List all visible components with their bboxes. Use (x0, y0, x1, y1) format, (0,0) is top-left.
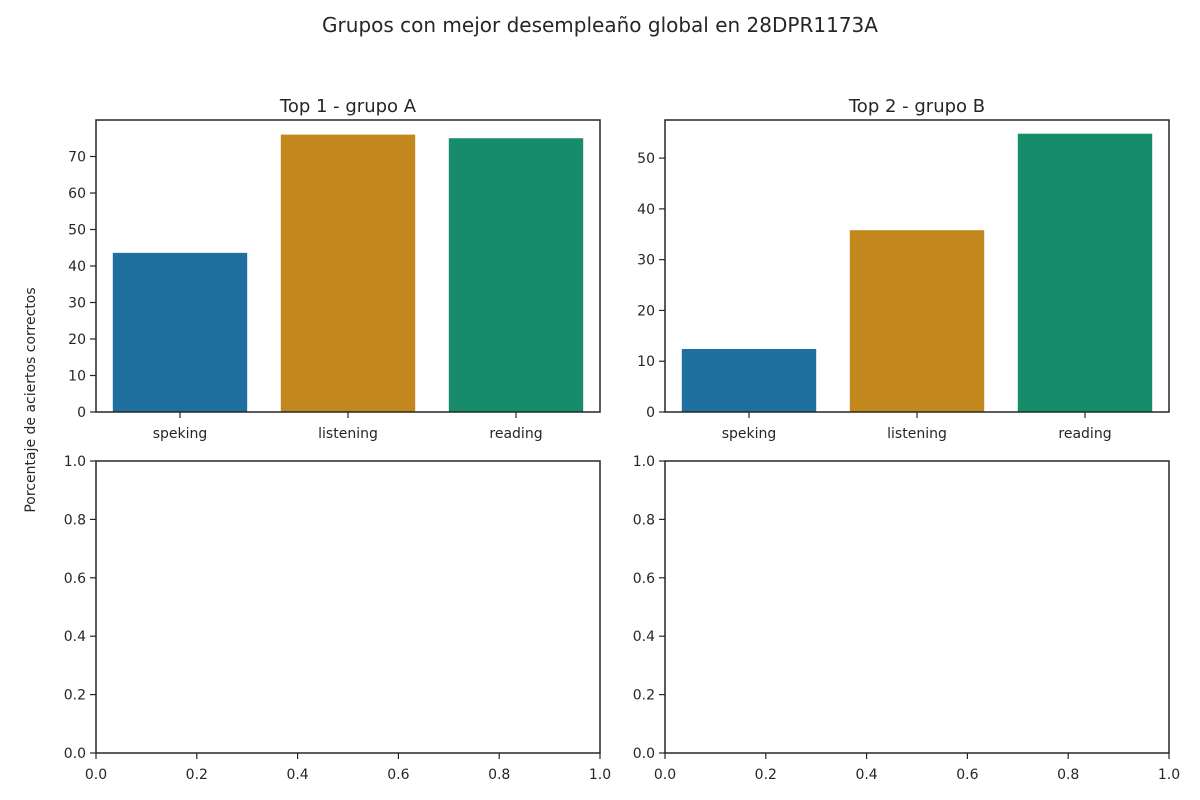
y-tick-label: 0 (77, 405, 86, 421)
panel-top-1: Top 1 - grupo A speking listening reading 0 1… (68, 96, 601, 442)
y-tick-label: 30 (637, 253, 655, 269)
x-tick-label: speking (722, 426, 777, 442)
x-tick-label: 0.6 (387, 767, 409, 783)
x-tick-label: 1.0 (1158, 767, 1180, 783)
x-tick-label: 0.6 (956, 767, 978, 783)
axes-frame (664, 119, 1170, 413)
x-tick-label: listening (887, 426, 947, 442)
y-tick-label: 50 (68, 223, 86, 239)
y-tick-label: 10 (637, 354, 655, 370)
y-tick-label: 0.0 (633, 746, 655, 762)
x-tick-label: 0.4 (286, 767, 308, 783)
bar-listening (849, 230, 985, 412)
y-tick-label: 70 (68, 150, 86, 166)
x-tick-label: 0.8 (488, 767, 510, 783)
y-tick-label: 0.6 (64, 571, 86, 587)
y-tick-label: 0.4 (64, 629, 86, 645)
bar-reading (448, 138, 584, 412)
x-tick-label: reading (489, 426, 542, 442)
y-tick-label: 1.0 (64, 454, 86, 470)
y-tick-label: 0.8 (64, 512, 86, 528)
y-tick-label: 40 (68, 259, 86, 275)
figure-suptitle: Grupos con mejor desempleaño global en 2… (322, 13, 878, 37)
x-tick-label: 0.0 (654, 767, 676, 783)
y-tick-label: 0.2 (633, 688, 655, 704)
y-tick-label: 0.2 (64, 688, 86, 704)
axes-frame (95, 119, 601, 413)
x-tick-label: reading (1058, 426, 1111, 442)
panel-empty-bottom-left: 0.0 0.2 0.4 0.6 0.8 1.0 0.0 0.2 0.4 0.6 0.8 1.0 (64, 454, 611, 783)
y-tick-label: 0.6 (633, 571, 655, 587)
bar-speking (112, 252, 248, 412)
y-tick-label: 40 (637, 202, 655, 218)
x-tick-label: 1.0 (589, 767, 611, 783)
x-tick-label: 0.2 (755, 767, 777, 783)
bar-speking (681, 349, 817, 412)
y-tick-label: 0.8 (633, 512, 655, 528)
bar-reading (1017, 133, 1153, 412)
x-tick-label: listening (318, 426, 378, 442)
axes-frame (664, 460, 1170, 754)
figure-ylabel: Porcentaje de aciertos correctos (23, 287, 39, 512)
x-tick-label: 0.8 (1057, 767, 1079, 783)
bar-listening (280, 134, 416, 412)
panel-top-2: Top 2 - grupo B speking listening reading 0 1… (637, 96, 1170, 442)
y-tick-label: 0.0 (64, 746, 86, 762)
x-tick-label: 0.0 (85, 767, 107, 783)
x-tick-label: 0.2 (186, 767, 208, 783)
x-tick-label: 0.4 (855, 767, 877, 783)
axes-frame (95, 460, 601, 754)
y-tick-label: 20 (637, 303, 655, 319)
y-tick-label: 60 (68, 186, 86, 202)
y-tick-label: 20 (68, 332, 86, 348)
y-tick-label: 0.4 (633, 629, 655, 645)
panel-title: Top 1 - grupo A (279, 96, 417, 117)
y-tick-label: 0 (646, 405, 655, 421)
panel-title: Top 2 - grupo B (848, 96, 985, 117)
panel-empty-bottom-right: 0.0 0.2 0.4 0.6 0.8 1.0 0.0 0.2 0.4 0.6 0.8 1.0 (633, 454, 1180, 783)
y-tick-label: 30 (68, 296, 86, 312)
y-tick-label: 10 (68, 369, 86, 385)
y-tick-label: 1.0 (633, 454, 655, 470)
x-tick-label: speking (153, 426, 208, 442)
y-tick-label: 50 (637, 151, 655, 167)
